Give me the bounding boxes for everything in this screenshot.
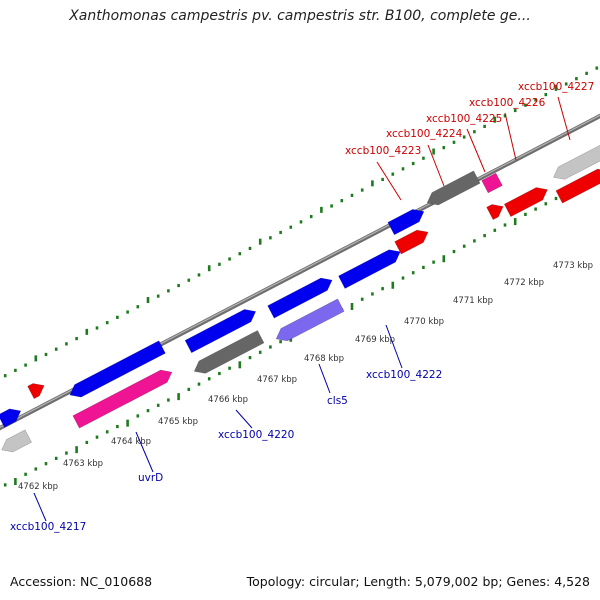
gene-feature[interactable] bbox=[273, 298, 345, 345]
kbp-label: 4773 kbp bbox=[553, 261, 593, 271]
gene-label[interactable]: xccb100_4226 bbox=[469, 97, 546, 109]
gene-label[interactable]: xccb100_4225 bbox=[426, 113, 502, 125]
gene-label[interactable]: xccb100_4223 bbox=[345, 145, 421, 157]
gene-label[interactable]: uvrD bbox=[138, 472, 163, 484]
gene-label-leader bbox=[504, 112, 517, 161]
gene-feature[interactable] bbox=[387, 205, 427, 236]
gene-label[interactable]: cls5 bbox=[327, 395, 348, 407]
gene-feature[interactable] bbox=[394, 226, 432, 255]
gene-labels[interactable]: xccb100_4217 uvrD xccb100_4220 cls5 xccb100_… bbox=[10, 81, 594, 533]
kbp-label: 4766 kbp bbox=[208, 395, 248, 405]
kbp-label: 4763 kbp bbox=[63, 459, 103, 469]
map-title: Xanthomonas campestris pv. campestris st… bbox=[69, 8, 531, 24]
genome-summary-text: Topology: circular; Length: 5,079,002 bp… bbox=[246, 574, 590, 589]
kbp-label: 4768 kbp bbox=[304, 354, 344, 364]
outer-tick-track bbox=[3, 66, 599, 378]
gene-feature[interactable] bbox=[555, 165, 600, 204]
gene-label-leader bbox=[33, 492, 47, 522]
gene-label-leader bbox=[466, 128, 486, 173]
gene-label[interactable]: xccb100_4227 bbox=[518, 81, 594, 93]
gene-feature[interactable] bbox=[0, 405, 24, 428]
gene-feature[interactable] bbox=[486, 200, 507, 221]
kbp-label: 4767 kbp bbox=[257, 375, 297, 385]
kbp-label: 4764 kbp bbox=[111, 437, 151, 447]
gene-feature[interactable] bbox=[184, 305, 259, 354]
gene-label-leader bbox=[235, 409, 253, 429]
gene-label-leader bbox=[385, 324, 403, 369]
gene-feature[interactable] bbox=[424, 170, 481, 209]
kbp-label: 4772 kbp bbox=[504, 278, 544, 288]
kbp-label: 4769 kbp bbox=[355, 335, 395, 345]
gene-label-leader bbox=[557, 96, 571, 141]
kbp-label: 4770 kbp bbox=[404, 317, 444, 327]
gene-label[interactable]: xccb100_4220 bbox=[218, 429, 294, 441]
kbp-label: 4762 kbp bbox=[18, 482, 58, 492]
gene-feature[interactable] bbox=[72, 366, 175, 429]
feature-track[interactable] bbox=[0, 142, 600, 456]
gene-feature[interactable] bbox=[550, 142, 600, 183]
kbp-labels: 4762 kbp 4763 kbp 4764 kbp 4765 kbp 4766 kbp… bbox=[18, 261, 593, 492]
gene-feature[interactable] bbox=[67, 340, 166, 401]
kbp-label: 4765 kbp bbox=[158, 417, 198, 427]
gene-feature[interactable] bbox=[267, 274, 336, 319]
accession-text: Accession: NC_010688 bbox=[10, 574, 153, 589]
gene-label-leader bbox=[427, 144, 445, 187]
gene-feature[interactable] bbox=[481, 172, 503, 194]
gene-feature[interactable] bbox=[27, 379, 48, 400]
gene-label[interactable]: xccb100_4217 bbox=[10, 521, 86, 533]
gene-label-leader bbox=[135, 431, 154, 473]
gene-feature[interactable] bbox=[191, 330, 265, 377]
kbp-label: 4771 kbp bbox=[453, 296, 493, 306]
gene-feature[interactable] bbox=[503, 183, 550, 218]
gene-label[interactable]: xccb100_4222 bbox=[366, 369, 442, 381]
gene-label-leader bbox=[376, 161, 402, 201]
gene-label[interactable]: xccb100_4224 bbox=[386, 128, 463, 140]
gene-feature[interactable] bbox=[338, 246, 403, 289]
gene-label-leader bbox=[318, 363, 331, 394]
gene-feature[interactable] bbox=[0, 429, 32, 456]
